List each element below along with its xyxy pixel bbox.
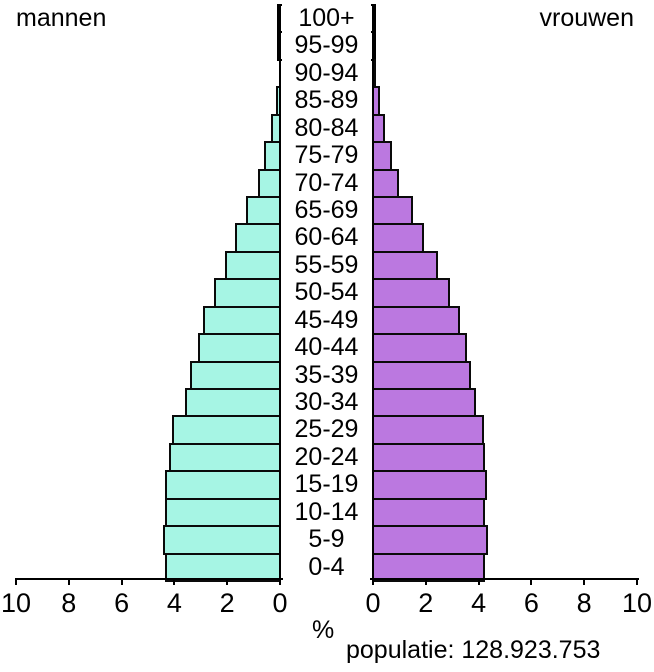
female-x-tick [424,578,427,585]
male-bar [235,223,280,253]
age-group-label: 100+ [298,4,355,32]
male-zero-axis [279,4,281,580]
female-x-tick-label: 2 [418,588,434,618]
female-bar [373,552,486,583]
age-group-label: 55-59 [294,250,359,279]
male-bar [190,360,280,390]
male-x-tick-label: 4 [166,588,182,618]
age-group-label: 0-4 [308,552,345,581]
female-bar [373,305,461,336]
male-x-tick-label: 2 [219,588,235,618]
male-x-tick [173,578,176,585]
female-x-tick-label: 6 [523,588,539,618]
age-group-label: 50-54 [294,278,359,307]
age-group-label: 45-49 [294,305,359,334]
female-bar [373,196,413,226]
male-x-tick [226,578,229,585]
male-x-tick-label: 6 [114,588,130,618]
female-bar [373,113,385,144]
female-bar [373,250,438,281]
age-group-label: 95-99 [294,31,359,60]
female-x-axis [370,578,639,580]
female-bar [373,360,471,390]
female-bar [373,278,450,308]
female-label: vrouwen [539,4,635,32]
female-bar [373,470,487,500]
female-x-tick [636,578,638,585]
female-x-tick [530,578,533,585]
female-zero-axis [372,4,374,580]
male-x-tick [279,578,281,585]
age-group-label: 10-14 [294,497,359,526]
female-bar [373,86,381,116]
male-bar [162,525,280,555]
male-bar [245,196,280,226]
age-group-label: 85-89 [294,86,359,115]
male-x-axis [15,578,283,580]
population-total: populatie: 128.923.753 [346,636,601,664]
age-group-label: 35-39 [294,360,359,389]
x-axis-unit: % [312,616,335,644]
female-bar [373,497,486,528]
female-bar [373,141,392,171]
age-group-label: 5-9 [308,525,345,554]
age-group-label: 30-34 [294,388,359,417]
male-bar [257,168,280,198]
age-group-label: 90-94 [294,58,359,87]
female-x-tick [583,578,586,585]
male-bar [169,442,280,473]
male-bar [165,552,280,583]
male-bar [214,278,280,308]
female-bar [373,223,425,253]
age-group-label: 20-24 [294,442,359,471]
male-bar [165,470,280,500]
age-group-label: 80-84 [294,113,359,142]
female-bar [373,333,467,363]
female-x-tick-label: 4 [471,588,487,618]
male-bar [203,305,280,336]
female-bar [373,525,488,555]
female-x-tick-label: 10 [621,588,653,618]
age-group-label: 70-74 [294,168,359,197]
male-x-tick [15,578,17,585]
female-bar [373,442,486,473]
male-bar [165,497,280,528]
male-x-tick-label: 0 [272,588,288,618]
female-bar [373,388,476,418]
female-x-tick-label: 0 [365,588,381,618]
female-x-tick [477,578,480,585]
male-bar [198,333,280,363]
age-group-label: 60-64 [294,223,359,252]
male-x-tick [120,578,123,585]
male-x-tick [67,578,70,585]
male-bar [224,250,280,281]
age-group-label: 65-69 [294,196,359,224]
male-x-tick-label: 8 [61,588,77,618]
male-label: mannen [16,4,107,32]
age-group-label: 25-29 [294,415,359,444]
male-bar [264,141,280,171]
male-bar [171,415,280,445]
age-group-label: 75-79 [294,141,359,170]
age-group-label: 15-19 [294,470,359,499]
female-x-tick [372,578,374,585]
age-group-label: 40-44 [294,333,359,362]
female-x-tick-label: 8 [576,588,592,618]
female-bar [373,168,400,198]
male-x-tick-label: 10 [0,588,32,618]
male-bar [184,388,280,418]
female-bar [373,415,484,445]
